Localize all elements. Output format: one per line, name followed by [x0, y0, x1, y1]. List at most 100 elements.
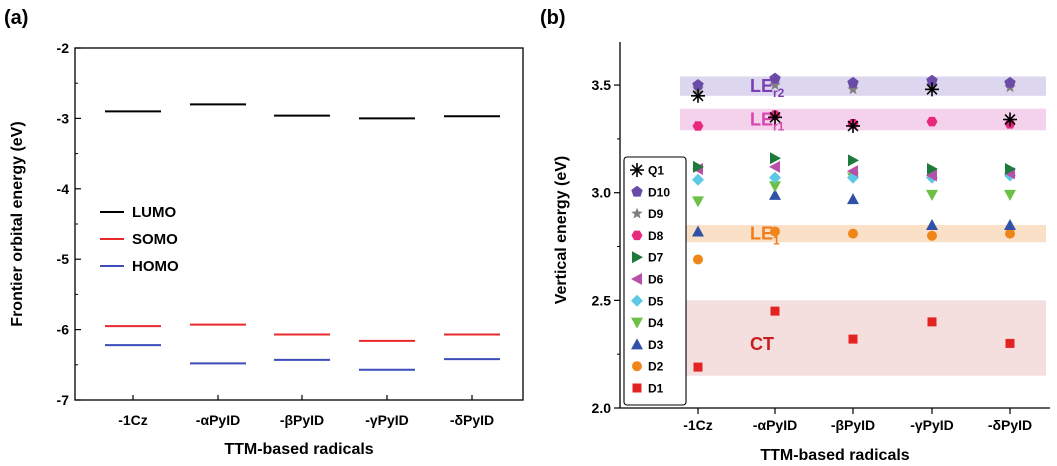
panel-b-point-q1: [1003, 112, 1017, 127]
panel-b-point-d9: [847, 83, 859, 95]
panel-b-band-label: LE1: [750, 224, 780, 248]
panel-b-x-tick-label: -1Cz: [683, 417, 713, 433]
panel-a-x-tick-label: -βPyID: [280, 412, 324, 428]
panel-b-point-d7: [770, 152, 781, 165]
panel-b-legend-marker: [632, 383, 642, 393]
panel-b-band-label-main: LE: [750, 224, 773, 244]
panel-b-point-d10: [692, 79, 704, 90]
panel-b-legend-label: D8: [648, 229, 664, 243]
panel-b-band-label: LEr2: [750, 76, 785, 100]
panel-b-point-d2: [848, 228, 858, 239]
panel-b-legend-label: D3: [648, 338, 664, 352]
panel-b-band-ler2: [680, 76, 1046, 96]
panel-b-legend-marker: [631, 207, 643, 219]
panel-b-legend-marker: [631, 230, 643, 241]
panel-b-y-tick-label: 3.5: [592, 77, 612, 93]
panel-b-band-label-sub: r2: [773, 86, 785, 100]
panel-b-point-d10: [769, 72, 781, 84]
panel-b-point-d3: [1004, 219, 1016, 230]
panel-b-point-d7: [848, 154, 859, 167]
panel-b-x-tick-label: -αPyID: [753, 417, 797, 433]
panel-a-y-tick-label: -7: [57, 392, 70, 408]
panel-b-legend-marker: [631, 273, 642, 285]
panel-a-y-tick-label: -6: [57, 322, 70, 338]
panel-b-band-ct: [680, 300, 1046, 376]
panel-b-point-q1: [846, 118, 860, 133]
panel-b-point-d8: [692, 121, 704, 131]
panel-b-legend-marker: [630, 163, 644, 177]
panel-a-legend-label: HOMO: [132, 258, 179, 275]
panel-b-legend-label: D9: [648, 207, 664, 221]
panel-b-point-d7: [693, 160, 704, 173]
panel-a-legend-label: LUMO: [132, 204, 176, 221]
panel-b-point-d6: [926, 169, 937, 182]
panel-b-band-label: CT: [750, 334, 774, 354]
panel-b-point-d7: [927, 163, 938, 176]
panel-b-legend-marker: [631, 338, 643, 350]
panel-b-legend-label: D7: [648, 251, 664, 265]
panel-b-point-d4: [1004, 189, 1016, 201]
panel-b-band-ler1: [680, 108, 1046, 131]
panel-a-y-tick-label: -4: [57, 181, 70, 197]
panel-a-y-axis-title: Frontier orbital energy (eV): [9, 121, 26, 326]
panel-b-x-tick-label: -γPyID: [910, 417, 954, 433]
panel-b-point-d5: [692, 173, 704, 186]
panel-b-legend-label: D1: [648, 382, 664, 396]
panel-b-legend-label: D5: [648, 294, 664, 308]
panel-b-legend-label: D6: [648, 273, 664, 287]
panel-b-point-d9: [769, 79, 781, 90]
panel-b-point-d5: [769, 171, 781, 184]
panel-b-legend-label: D4: [648, 316, 664, 330]
panel-b-band-label-main: CT: [750, 334, 774, 354]
panel-a-x-tick-label: -γPyID: [365, 412, 409, 428]
panel-a-y-tick-label: -5: [57, 251, 70, 267]
panel-b-y-tick-label: 2.5: [592, 292, 612, 308]
panel-b-legend-label: D2: [648, 360, 664, 374]
panel-b-point-d1: [1005, 338, 1015, 348]
panel-b-band-label-sub: 1: [773, 234, 780, 248]
panel-b-point-d6: [769, 160, 780, 173]
panel-a-x-axis-title: TTM-based radicals: [224, 441, 373, 458]
panel-b-legend-label: Q1: [648, 164, 664, 178]
panel-b-point-d1: [848, 334, 858, 344]
panel-b-point-d3: [692, 225, 704, 237]
panel-b-point-d6: [847, 165, 858, 178]
panel-a-legend-label: SOMO: [132, 231, 178, 248]
panel-b-point-d10: [1004, 76, 1016, 88]
panel-b-point-d3: [769, 188, 781, 200]
panel-b-point-d2: [1005, 228, 1015, 239]
panel-b-legend-label: D10: [648, 185, 670, 199]
panel-b-legend-marker: [631, 317, 643, 329]
panel-b-point-q1: [925, 82, 939, 97]
panel-b-point-q1: [691, 88, 705, 103]
panel-b-legend-marker: [631, 185, 643, 197]
panel-b-point-d1: [770, 306, 780, 316]
panel-b-point-d10: [847, 76, 859, 88]
panel-b-point-d1: [927, 317, 937, 327]
panel-b-band-label-main: LE: [750, 76, 773, 96]
panel-b-point-d4: [926, 189, 938, 201]
panel-b-legend-marker: [632, 361, 642, 372]
panel-b-point-d3: [926, 219, 938, 230]
panel-a-y-tick-label: -2: [57, 40, 70, 56]
panel-a-x-tick-label: -1Cz: [118, 412, 148, 428]
panel-b-legend-marker: [632, 251, 643, 264]
panel-b-point-d4: [769, 181, 781, 193]
panel-b-band-label-main: LE: [750, 110, 773, 130]
panel-b-legend-marker: [631, 294, 643, 307]
panel-b-x-axis-title: TTM-based radicals: [760, 447, 909, 464]
panel-b-y-tick-label: 3.0: [592, 185, 612, 201]
panel-b-point-q1: [768, 110, 782, 125]
panel-b-band-le1: [680, 225, 1046, 243]
panel-b-label: (b): [540, 7, 566, 29]
panel-b-point-d2: [770, 226, 780, 237]
panel-a-label: (a): [4, 7, 28, 29]
panel-b-band-label: LEr1: [750, 110, 785, 134]
panel-b-point-d8: [926, 116, 938, 127]
panel-a: (a) -2 -3 -4 -5 -6 -7 -1Cz -αPyID -βPyID -γPyID -…: [4, 7, 524, 458]
panel-a-x-tick-label: -δPyID: [450, 412, 494, 428]
panel-b-x-tick-label: -βPyID: [831, 417, 875, 433]
panel-a-y-tick-label: -3: [57, 110, 70, 126]
panel-b-point-d3: [847, 193, 859, 205]
